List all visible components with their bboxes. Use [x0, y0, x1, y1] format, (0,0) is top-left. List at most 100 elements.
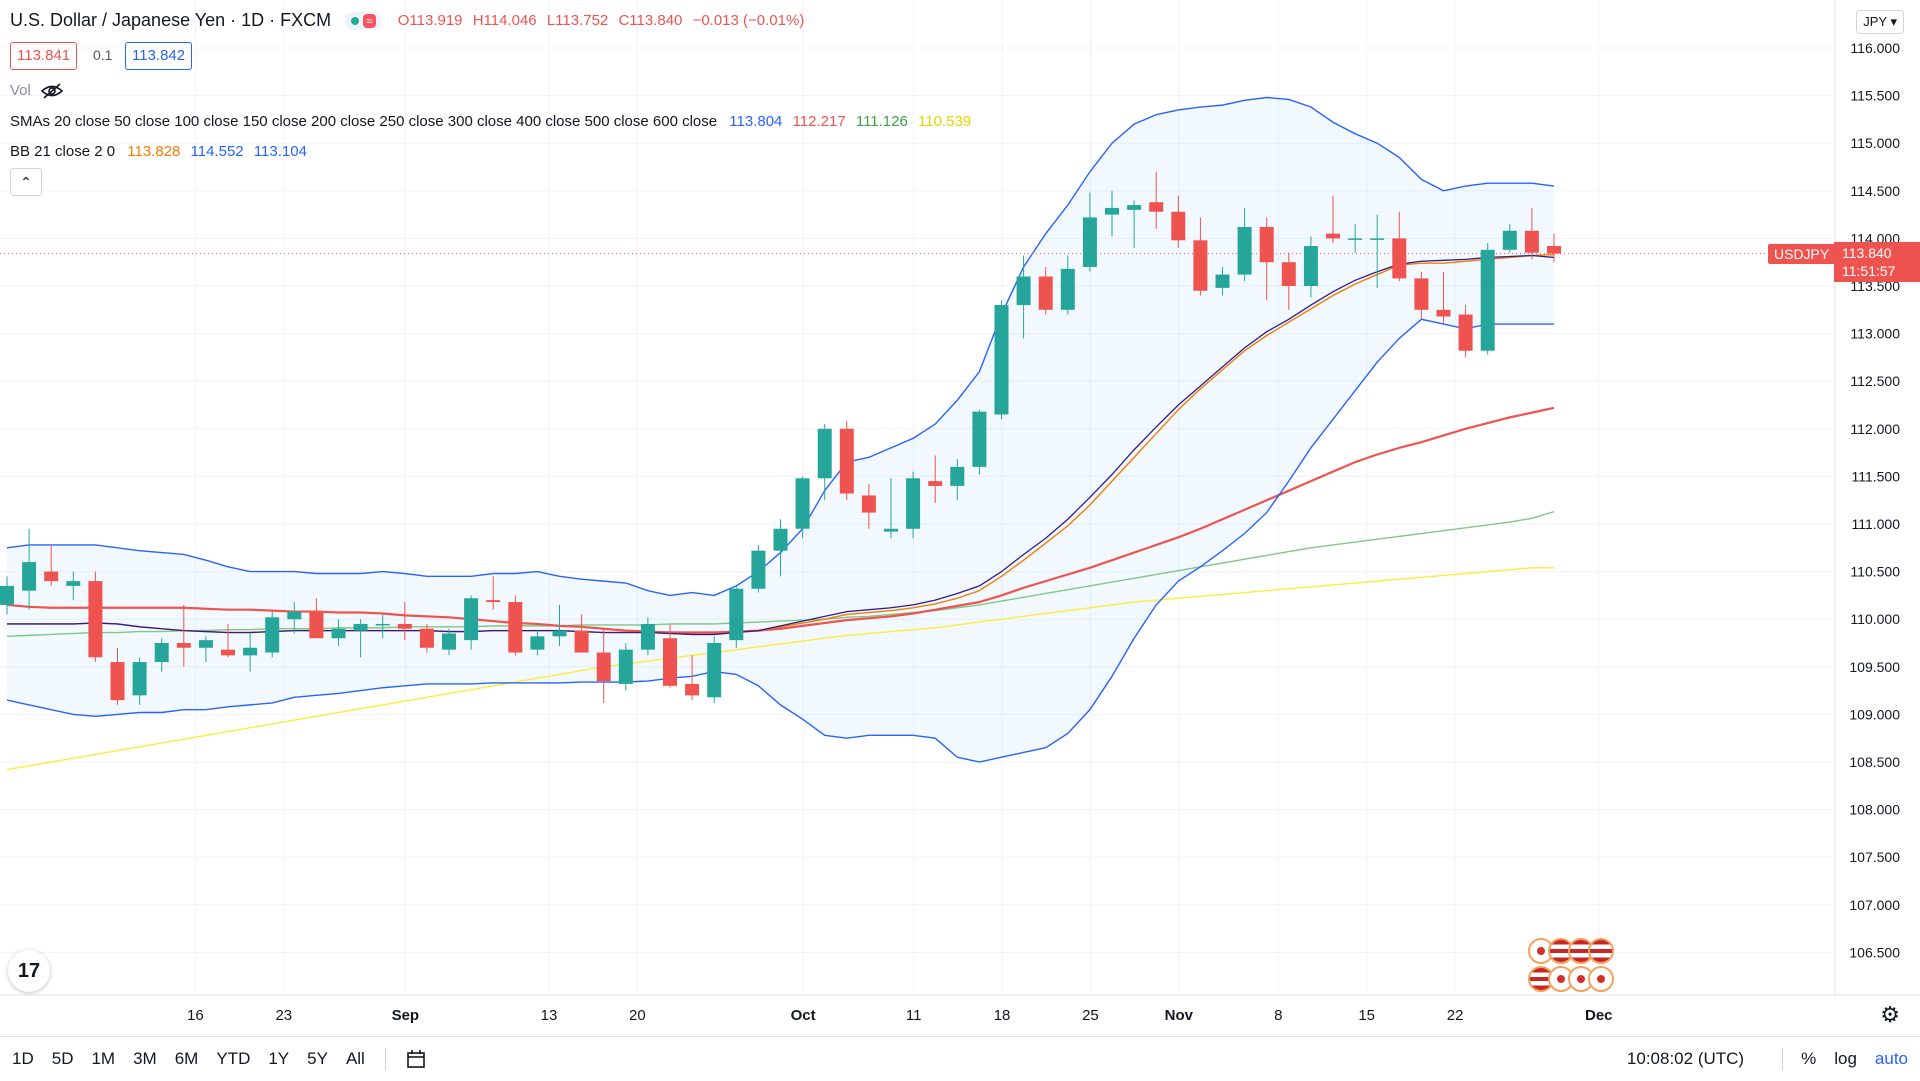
candle	[1502, 224, 1517, 253]
utc-clock[interactable]: 10:08:02 (UTC)	[1626, 1049, 1745, 1068]
candle-body	[663, 638, 677, 686]
last-price-tag: 113.840 11:51:57	[1834, 242, 1920, 282]
sma-value-4: 110.539	[918, 113, 972, 130]
candle-body	[442, 633, 456, 650]
candle-body	[906, 478, 921, 529]
x-tick-label: Nov	[1165, 1007, 1194, 1024]
buy-button[interactable]: 113.842	[125, 42, 193, 70]
candle-body	[839, 428, 854, 494]
candle	[1127, 200, 1142, 248]
jp-event-icon[interactable]	[1588, 966, 1614, 992]
candle-body	[1082, 217, 1097, 267]
x-tick-label: 20	[629, 1007, 646, 1024]
auto-scale-toggle[interactable]: auto	[1874, 1049, 1908, 1068]
bottom-toolbar: 1D 5D 1M 3M 6M YTD 1Y 5Y All 10:08:02 (U…	[0, 1036, 1920, 1081]
candle	[508, 595, 523, 656]
range-all[interactable]: All	[345, 1049, 365, 1068]
symbol-price-label: USDJPY	[1768, 244, 1836, 264]
candle	[596, 628, 611, 703]
x-tick-label: Sep	[392, 1007, 420, 1024]
toolbar-divider	[1782, 1048, 1784, 1070]
candle	[66, 571, 81, 601]
range-6m[interactable]: 6M	[174, 1049, 199, 1068]
candle-body	[685, 683, 700, 696]
range-1y[interactable]: 1Y	[268, 1049, 290, 1068]
range-3m[interactable]: 3M	[133, 1049, 157, 1068]
candle-body	[1326, 233, 1340, 239]
candle	[817, 424, 832, 501]
candle-body	[198, 640, 213, 648]
bar-countdown: 11:51:57	[1842, 263, 1896, 279]
hidden-eye-icon[interactable]	[40, 82, 63, 99]
candle	[1038, 266, 1053, 315]
candle-body	[353, 623, 368, 631]
candle-body	[1392, 238, 1407, 279]
x-tick-label: 8	[1274, 1007, 1282, 1024]
candle-body	[552, 630, 567, 637]
market-status-pill[interactable]: ≈	[345, 11, 382, 30]
sell-button[interactable]: 113.841	[10, 42, 78, 70]
candle	[906, 471, 921, 539]
candle	[1348, 224, 1363, 253]
candle	[685, 655, 700, 701]
settings-gear-icon[interactable]: ⚙	[1880, 1002, 1900, 1027]
log-scale-toggle[interactable]: log	[1834, 1049, 1857, 1068]
candle-body	[221, 649, 235, 656]
price-chart[interactable]: 116.000115.500115.000114.500114.000113.5…	[0, 0, 1920, 1036]
candle	[1414, 271, 1429, 320]
candle-body	[1436, 309, 1451, 317]
candle	[773, 519, 788, 577]
candle-body	[618, 649, 633, 684]
collapse-indicators-button[interactable]: ⌃	[10, 168, 42, 196]
x-tick-label: Dec	[1585, 1007, 1613, 1024]
candle	[1524, 207, 1539, 260]
volume-indicator-row: Vol	[10, 82, 63, 99]
range-1d[interactable]: 1D	[12, 1049, 34, 1068]
candle-body	[243, 647, 258, 656]
candle	[972, 409, 987, 475]
sma50-line	[6, 406, 1555, 634]
y-tick-label: 111.500	[1851, 468, 1900, 484]
candle	[994, 300, 1009, 420]
y-tick-label: 113.000	[1850, 326, 1900, 342]
y-tick-label: 112.500	[1850, 373, 1900, 389]
candle-body	[1303, 246, 1318, 286]
candle	[1392, 211, 1407, 282]
sma-indicator-row[interactable]: SMAs 20 close 50 close 100 close 150 clo…	[10, 113, 971, 130]
y-tick-label: 112.000	[1850, 421, 1900, 437]
sma-value-3: 111.126	[855, 113, 908, 130]
currency-selector[interactable]: JPY ▾	[1856, 10, 1904, 34]
y-tick-label: 110.500	[1850, 564, 1900, 580]
candle	[198, 636, 213, 663]
range-ytd[interactable]: YTD	[216, 1049, 251, 1068]
candle	[552, 604, 567, 646]
toolbar-divider	[384, 1048, 386, 1070]
candle	[640, 617, 655, 656]
candle	[1480, 243, 1495, 355]
candle-body	[1215, 274, 1230, 288]
candle	[486, 576, 501, 610]
candle	[243, 633, 258, 672]
candle	[950, 459, 965, 501]
candle	[464, 595, 479, 650]
us-event-icon[interactable]	[1588, 938, 1614, 964]
bollinger-indicator-row[interactable]: BB 21 close 2 0 113.828 114.552 113.104	[10, 143, 307, 160]
candle	[839, 421, 854, 501]
chevron-down-icon: ▾	[1890, 14, 1897, 29]
range-5d[interactable]: 5D	[51, 1049, 74, 1068]
range-5y[interactable]: 5Y	[307, 1049, 328, 1068]
candle-body	[972, 411, 987, 467]
tradingview-logo[interactable]: 17	[8, 950, 50, 992]
percent-scale-toggle[interactable]: %	[1801, 1049, 1817, 1068]
volume-label[interactable]: Vol	[10, 82, 31, 99]
candle-body	[1171, 211, 1186, 241]
symbol-title[interactable]: U.S. Dollar / Japanese Yen · 1D · FXCM	[10, 10, 332, 30]
range-1m[interactable]: 1M	[91, 1049, 116, 1068]
change-value: −0.013 (−0.01%)	[692, 12, 805, 29]
date-range-icon[interactable]	[406, 1049, 428, 1069]
candle	[1326, 195, 1340, 244]
candle-body	[574, 630, 589, 653]
candle-body	[1127, 205, 1142, 210]
ohlc-values: O113.919 H114.046 L113.752 C113.840 −0.0…	[398, 12, 811, 29]
candle	[928, 455, 943, 504]
